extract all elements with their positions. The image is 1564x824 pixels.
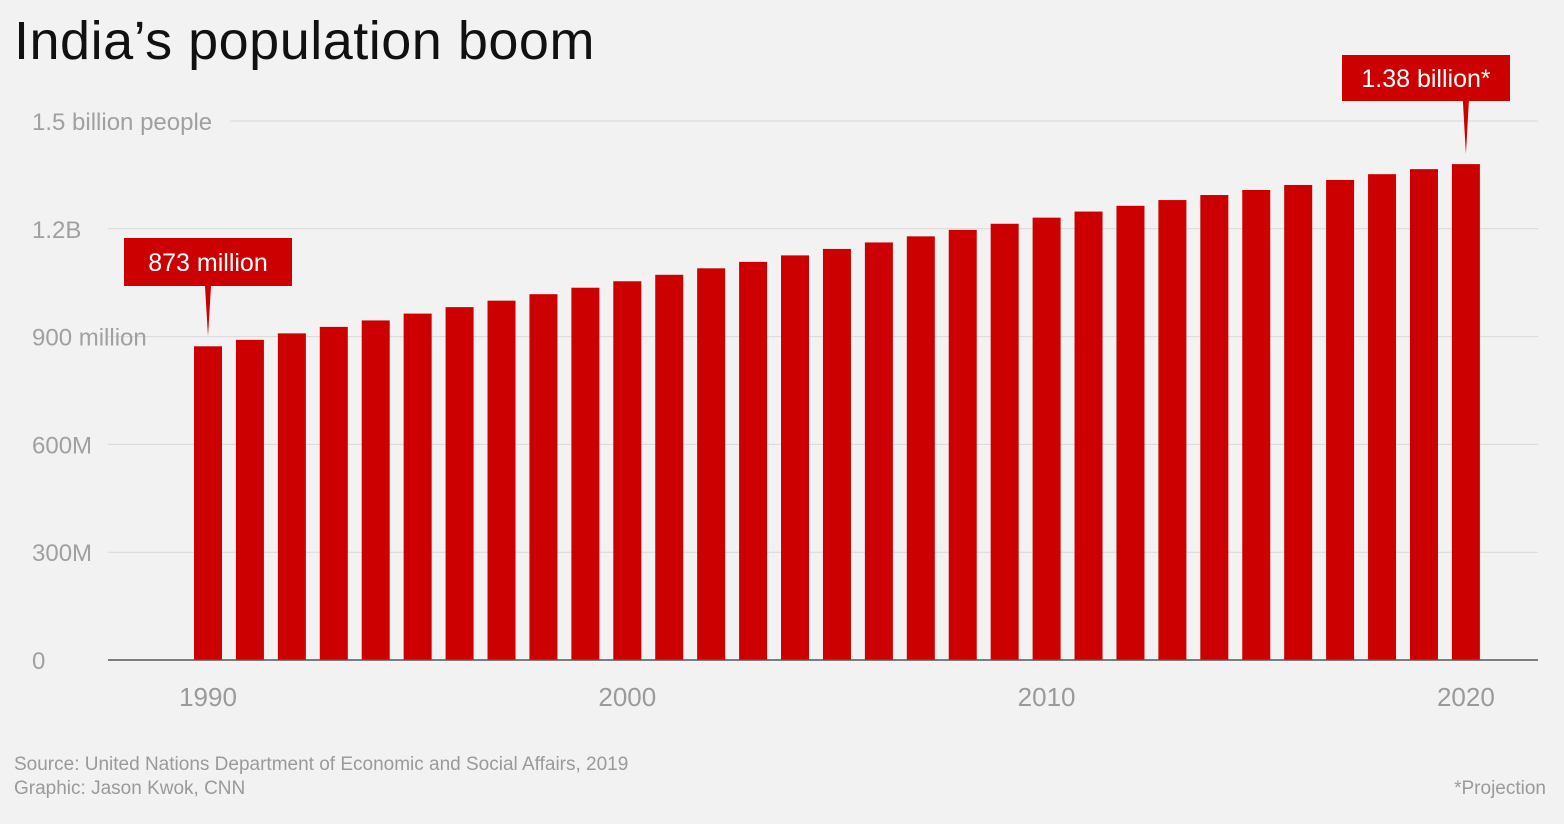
- bar: [361, 320, 390, 660]
- bar: [1242, 189, 1271, 660]
- bar: [990, 223, 1019, 660]
- bar: [403, 313, 432, 660]
- bar: [445, 307, 474, 660]
- bar: [781, 255, 810, 660]
- annotation-label: 873 million: [148, 249, 268, 277]
- bar: [906, 236, 935, 660]
- bar: [235, 339, 264, 660]
- bar: [822, 248, 851, 660]
- bar: [529, 294, 558, 660]
- bar: [948, 229, 977, 661]
- y-tick-label: 0: [32, 648, 45, 675]
- bar: [864, 242, 893, 661]
- x-tick-label: 2020: [1437, 682, 1495, 712]
- bar: [1158, 200, 1187, 660]
- bar: [697, 268, 726, 660]
- annotation-box: [1342, 55, 1510, 101]
- y-tick-label: 1.2B: [32, 217, 81, 244]
- annotation-box: [124, 238, 292, 286]
- bar: [613, 281, 642, 660]
- x-tick-label: 2010: [1018, 682, 1076, 712]
- bar: [194, 346, 222, 660]
- bar: [1074, 211, 1103, 660]
- bar: [1032, 217, 1061, 661]
- y-tick-label: 300M: [32, 540, 92, 567]
- bar: [1116, 205, 1145, 660]
- y-tick-label: 600M: [32, 432, 92, 459]
- bar: [1326, 179, 1355, 660]
- bar: [1368, 174, 1397, 660]
- graphic-credit: Graphic: Jason Kwok, CNN: [14, 778, 246, 799]
- x-tick-label: 1990: [179, 682, 237, 712]
- bar: [571, 287, 600, 660]
- bar: [655, 274, 684, 660]
- annotation-pointer: [205, 286, 211, 337]
- bar: [1451, 164, 1480, 660]
- bar: [739, 261, 768, 660]
- y-tick-label: 900 million: [32, 325, 147, 352]
- bar: [1200, 195, 1229, 661]
- annotation-label: 1.38 billion*: [1361, 65, 1491, 93]
- chart-title: India’s population boom: [14, 11, 595, 71]
- bar: [1409, 169, 1438, 660]
- y-tick-label: 1.5 billion people: [32, 109, 212, 136]
- bar: [277, 333, 306, 660]
- bar: [1284, 184, 1313, 660]
- projection-note: *Projection: [1454, 778, 1546, 799]
- bar: [487, 300, 516, 660]
- x-tick-label: 2000: [598, 682, 656, 712]
- bar: [319, 326, 348, 660]
- source-note: Source: United Nations Department of Eco…: [14, 754, 629, 775]
- annotation-pointer: [1462, 101, 1469, 155]
